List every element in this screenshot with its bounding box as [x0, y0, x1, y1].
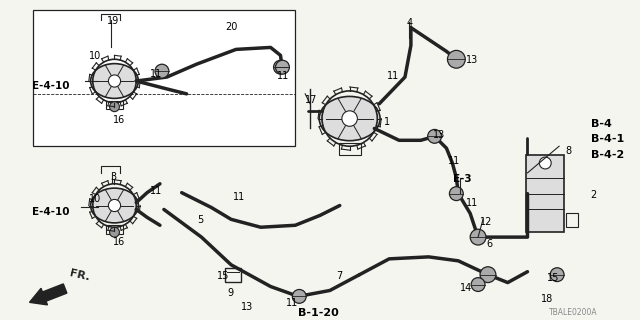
Text: 1: 1 [384, 116, 390, 127]
Text: FR.: FR. [69, 268, 92, 283]
Circle shape [108, 199, 120, 212]
Circle shape [276, 60, 289, 74]
Bar [566, 213, 578, 227]
Text: 11: 11 [150, 69, 163, 79]
Text: 3: 3 [111, 172, 116, 182]
Circle shape [292, 290, 306, 303]
Text: 6: 6 [486, 239, 492, 249]
Text: B-4-1: B-4-1 [591, 134, 624, 144]
FancyArrow shape [29, 284, 67, 305]
Text: 13: 13 [466, 55, 479, 65]
Text: 11: 11 [233, 192, 245, 202]
Text: 13: 13 [433, 131, 445, 140]
Circle shape [342, 111, 357, 126]
Circle shape [108, 75, 120, 87]
Text: 13: 13 [241, 302, 253, 312]
Circle shape [480, 267, 496, 283]
Text: 11: 11 [466, 197, 479, 208]
Text: E-4-10: E-4-10 [31, 207, 69, 218]
Circle shape [471, 278, 485, 292]
Text: TBALE0200A: TBALE0200A [549, 308, 598, 317]
Circle shape [273, 60, 287, 74]
Text: 19: 19 [107, 16, 119, 26]
Text: 2: 2 [591, 190, 597, 200]
Text: 11: 11 [150, 186, 163, 196]
Text: 5: 5 [198, 215, 204, 225]
Bar [527, 155, 564, 232]
Circle shape [470, 229, 486, 245]
Text: 15: 15 [217, 271, 230, 281]
Ellipse shape [91, 188, 138, 223]
Bar [33, 10, 295, 146]
Bar [106, 100, 123, 109]
Text: 16: 16 [113, 115, 125, 124]
Bar [106, 225, 123, 234]
Text: 8: 8 [565, 146, 571, 156]
Text: 11: 11 [449, 156, 461, 166]
Text: 18: 18 [541, 294, 554, 304]
Ellipse shape [319, 96, 380, 141]
Text: 4: 4 [407, 18, 413, 28]
Text: E-4-10: E-4-10 [31, 81, 69, 91]
Text: 10: 10 [89, 52, 101, 61]
Text: 17: 17 [305, 95, 317, 105]
Text: B-4: B-4 [591, 118, 612, 129]
Text: 10: 10 [89, 194, 101, 204]
Circle shape [550, 268, 564, 282]
Text: 11: 11 [276, 71, 289, 81]
Text: 11: 11 [287, 298, 299, 308]
Bar [225, 268, 241, 282]
Text: 9: 9 [227, 289, 233, 299]
Circle shape [428, 129, 442, 143]
Text: B-4-2: B-4-2 [591, 150, 624, 160]
Text: 16: 16 [113, 237, 125, 247]
Text: 15: 15 [547, 273, 559, 283]
Circle shape [155, 64, 169, 78]
Circle shape [540, 157, 551, 169]
Circle shape [109, 227, 120, 237]
Ellipse shape [91, 64, 138, 99]
Text: 12: 12 [480, 217, 492, 227]
Text: 7: 7 [336, 271, 342, 281]
Text: E-3: E-3 [453, 174, 472, 184]
Circle shape [449, 187, 463, 201]
Circle shape [109, 102, 120, 112]
Text: 14: 14 [460, 283, 472, 292]
Circle shape [447, 50, 465, 68]
Text: B-1-20: B-1-20 [298, 308, 339, 318]
Bar [339, 143, 361, 155]
Text: 20: 20 [225, 22, 237, 32]
Text: 11: 11 [387, 71, 399, 81]
